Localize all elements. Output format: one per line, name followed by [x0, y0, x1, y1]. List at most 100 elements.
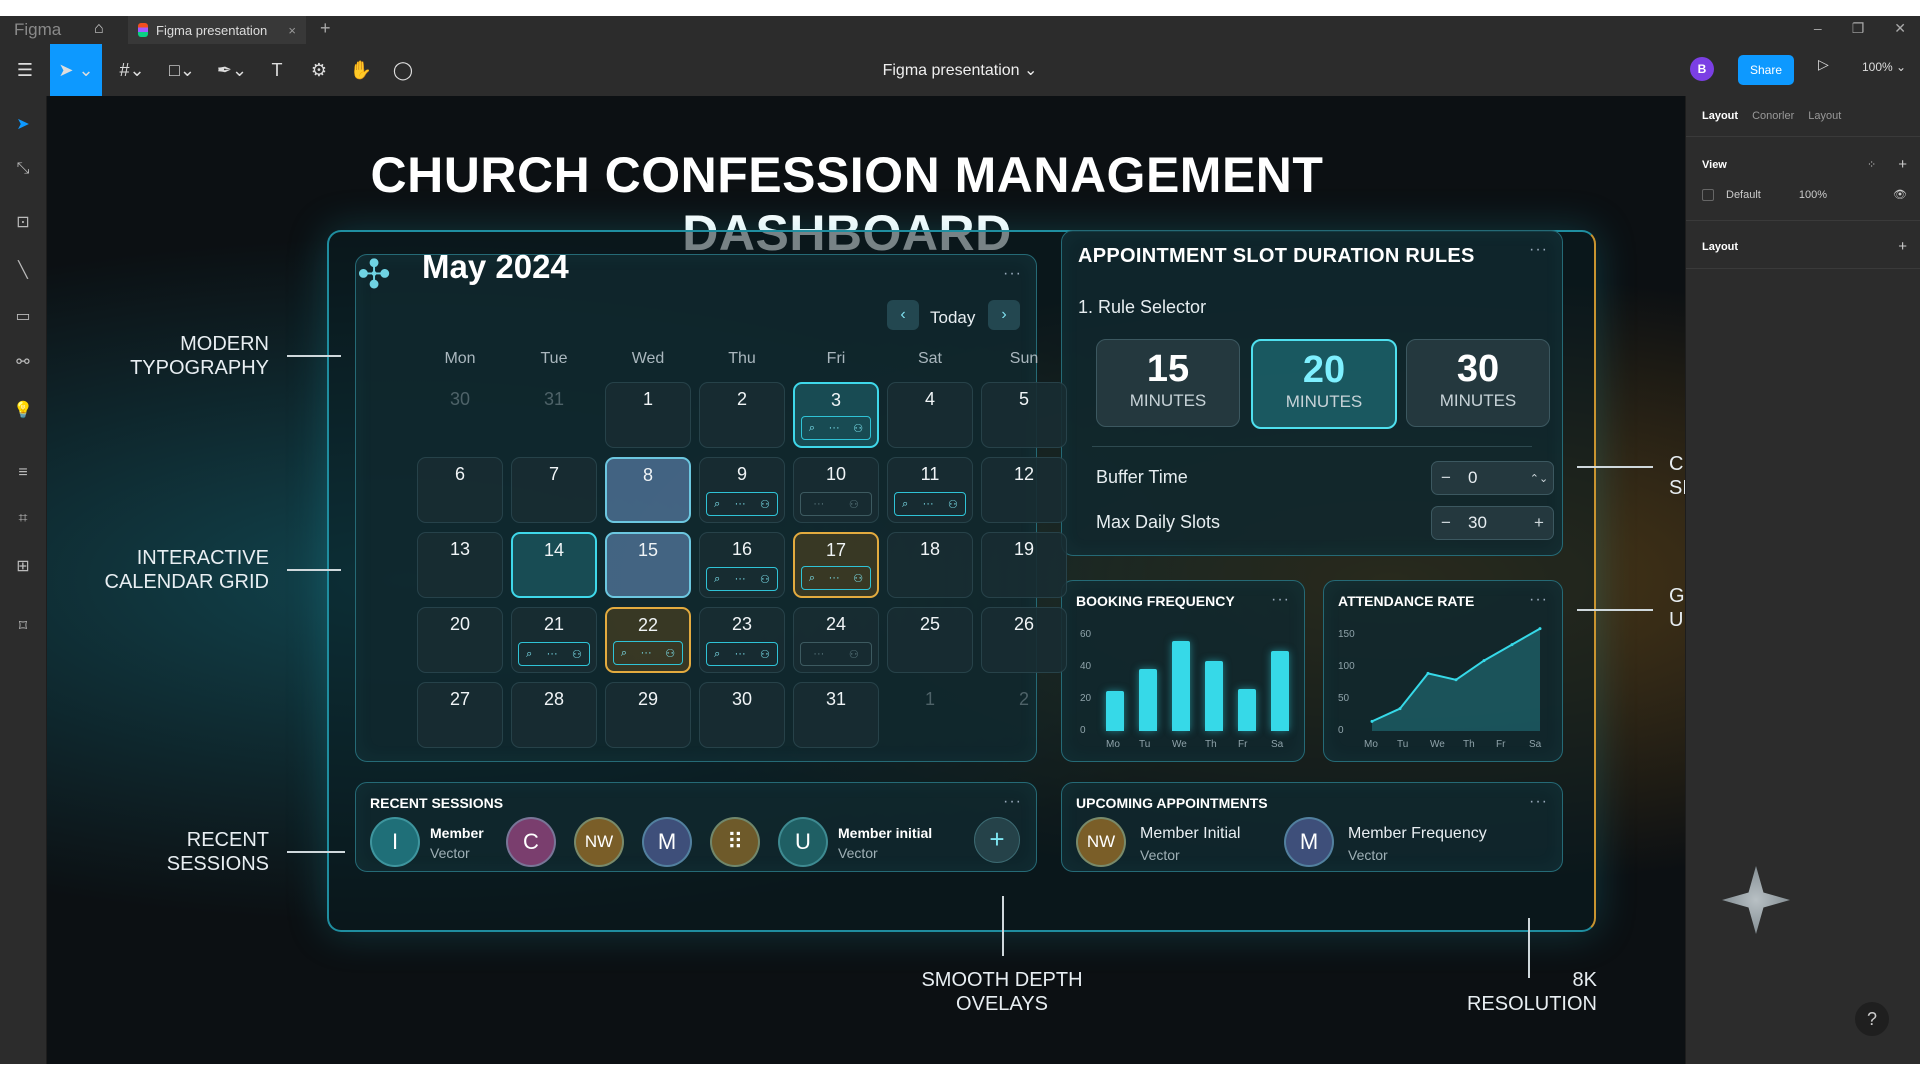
calendar-day[interactable]: 31 — [511, 382, 597, 448]
recent-more-icon[interactable]: ··· — [1003, 793, 1022, 810]
duration-option-20[interactable]: 20 MINUTES — [1251, 339, 1397, 429]
appointment-avatar[interactable]: M — [1284, 817, 1334, 867]
add-layout-icon[interactable]: + — [1898, 238, 1907, 255]
appointment-chip[interactable]: ⌕ ··· ⚇ — [706, 567, 778, 591]
calendar-day[interactable]: 15 — [605, 532, 691, 598]
comment-tool-icon[interactable]: ◯ — [392, 59, 414, 80]
calendar-day[interactable]: 28 — [511, 682, 597, 748]
calendar-day[interactable]: 16 ⌕ ··· ⚇ — [699, 532, 785, 598]
rectangle-icon[interactable]: ▭ — [15, 308, 31, 325]
home-icon[interactable]: ⌂ — [94, 20, 104, 37]
session-avatar[interactable]: U — [778, 817, 828, 867]
appointment-chip[interactable]: ⌕ ··· ⚇ — [518, 642, 590, 666]
next-month-button[interactable]: › — [988, 300, 1020, 330]
link-icon[interactable]: ⚯ — [16, 354, 30, 371]
attendance-more-icon[interactable]: ··· — [1529, 591, 1548, 608]
appointment-avatar[interactable]: NW — [1076, 817, 1126, 867]
calendar-day[interactable]: 5 — [981, 382, 1067, 448]
today-button[interactable]: Today — [930, 308, 976, 327]
bulb-icon[interactable]: 💡 — [13, 402, 33, 419]
tab-layout-2[interactable]: Layout — [1808, 110, 1842, 122]
appointment-chip[interactable]: ⌕ ··· ⚇ — [801, 566, 871, 590]
frame-tool-icon[interactable]: #⌄ — [119, 59, 145, 80]
appointment-chip[interactable]: ··· ⚇ — [800, 642, 872, 666]
component-icon[interactable]: ⊞ — [16, 558, 30, 575]
calendar-day[interactable]: 18 — [887, 532, 973, 598]
calendar-day[interactable]: 19 — [981, 532, 1067, 598]
duration-option-30[interactable]: 30 MINUTES — [1406, 339, 1550, 427]
default-value[interactable]: 100% — [1798, 188, 1827, 201]
move-tool-icon[interactable]: ➤ ⌄ — [50, 44, 102, 96]
decrement-icon[interactable]: − — [1441, 513, 1451, 532]
close-tab-icon[interactable]: × — [288, 22, 296, 38]
max-daily-slots-stepper[interactable]: − 30 + — [1431, 506, 1554, 540]
hand-tool-icon[interactable]: ✋ — [349, 59, 373, 80]
calendar-day[interactable]: 30 — [699, 682, 785, 748]
line-icon[interactable]: ╲ — [18, 262, 28, 279]
calendar-day[interactable]: 4 — [887, 382, 973, 448]
calendar-day[interactable]: 22 ⌕ ··· ⚇ — [605, 607, 691, 673]
default-checkbox[interactable] — [1702, 188, 1714, 201]
calendar-day[interactable]: 2 — [699, 382, 785, 448]
crop-icon[interactable]: ⌑ — [18, 618, 28, 635]
present-play-icon[interactable]: ▷ — [1818, 56, 1829, 72]
frame-icon[interactable]: ⊡ — [16, 214, 30, 231]
buffer-time-stepper[interactable]: − 0 ⌃⌄ — [1431, 461, 1554, 495]
calendar-day[interactable]: 11 ⌕ ··· ⚇ — [887, 457, 973, 523]
prev-month-button[interactable]: ‹ — [887, 300, 919, 330]
buffer-time-value[interactable]: 0 — [1468, 468, 1478, 487]
session-avatar[interactable]: ⠿ — [710, 817, 760, 867]
document-title[interactable]: Figma presentation ⌄ — [882, 62, 1038, 79]
calendar-day[interactable]: 31 — [793, 682, 879, 748]
calendar-day[interactable]: 25 — [887, 607, 973, 673]
spin-icon[interactable]: ⌃⌄ — [1529, 472, 1549, 485]
eye-icon[interactable]: 👁 — [1893, 189, 1907, 201]
increment-icon[interactable]: + — [1534, 513, 1544, 532]
rules-more-icon[interactable]: ··· — [1529, 241, 1548, 258]
session-avatar[interactable]: I — [370, 817, 420, 867]
calendar-day[interactable]: 2 — [981, 682, 1067, 748]
calendar-day[interactable]: 29 — [605, 682, 691, 748]
add-session-button[interactable]: + — [974, 817, 1020, 863]
scale-icon[interactable]: ⤡ — [16, 160, 30, 177]
calendar-day[interactable]: 24 ··· ⚇ — [793, 607, 879, 673]
select-icon[interactable]: ➤ — [16, 116, 30, 133]
calendar-day[interactable]: 1 — [605, 382, 691, 448]
appointment-chip[interactable]: ⌕ ··· ⚇ — [613, 641, 683, 665]
zoom-level[interactable]: 100% ⌄ — [1862, 60, 1907, 74]
calendar-day[interactable]: 17 ⌕ ··· ⚇ — [793, 532, 879, 598]
calendar-day[interactable]: 27 — [417, 682, 503, 748]
calendar-day[interactable]: 8 — [605, 457, 691, 523]
close-window-icon[interactable]: ✕ — [1894, 20, 1906, 36]
calendar-day[interactable]: 1 — [887, 682, 973, 748]
pen-tool-icon[interactable]: ✒⌄ — [216, 59, 248, 80]
constraints-icon[interactable]: ⌗ — [18, 510, 28, 527]
new-tab-icon[interactable]: + — [320, 18, 331, 38]
calendar-more-icon[interactable]: ··· — [1003, 265, 1022, 282]
calendar-day[interactable]: 9 ⌕ ··· ⚇ — [699, 457, 785, 523]
maximize-icon[interactable]: ❐ — [1851, 20, 1865, 36]
calendar-day[interactable]: 14 — [511, 532, 597, 598]
calendar-day[interactable]: 7 — [511, 457, 597, 523]
booking-more-icon[interactable]: ··· — [1271, 591, 1290, 608]
session-avatar[interactable]: C — [506, 817, 556, 867]
text-tool-icon[interactable]: T — [271, 59, 283, 80]
session-avatar[interactable]: M — [642, 817, 692, 867]
grid-dots-icon[interactable]: ⁘ — [1867, 159, 1877, 171]
calendar-day[interactable]: 30 — [417, 382, 503, 448]
calendar-day[interactable]: 20 — [417, 607, 503, 673]
appointment-chip[interactable]: ⌕ ··· ⚇ — [706, 492, 778, 516]
max-daily-slots-value[interactable]: 30 — [1468, 513, 1487, 532]
calendar-day[interactable]: 26 — [981, 607, 1067, 673]
appointment-chip[interactable]: ⌕ ··· ⚇ — [706, 642, 778, 666]
align-icon[interactable]: ≡ — [18, 464, 28, 481]
appointment-chip[interactable]: ⌕ ··· ⚇ — [801, 416, 871, 440]
add-view-icon[interactable]: + — [1898, 156, 1907, 173]
resources-icon[interactable]: ⚙ — [310, 59, 328, 80]
appointment-chip[interactable]: ⌕ ··· ⚇ — [894, 492, 966, 516]
duration-option-15[interactable]: 15 MINUTES — [1096, 339, 1240, 427]
tab-figma-presentation[interactable]: Figma presentation × — [128, 16, 306, 44]
minimize-icon[interactable]: – — [1813, 20, 1822, 36]
session-avatar[interactable]: NW — [574, 817, 624, 867]
calendar-day[interactable]: 21 ⌕ ··· ⚇ — [511, 607, 597, 673]
